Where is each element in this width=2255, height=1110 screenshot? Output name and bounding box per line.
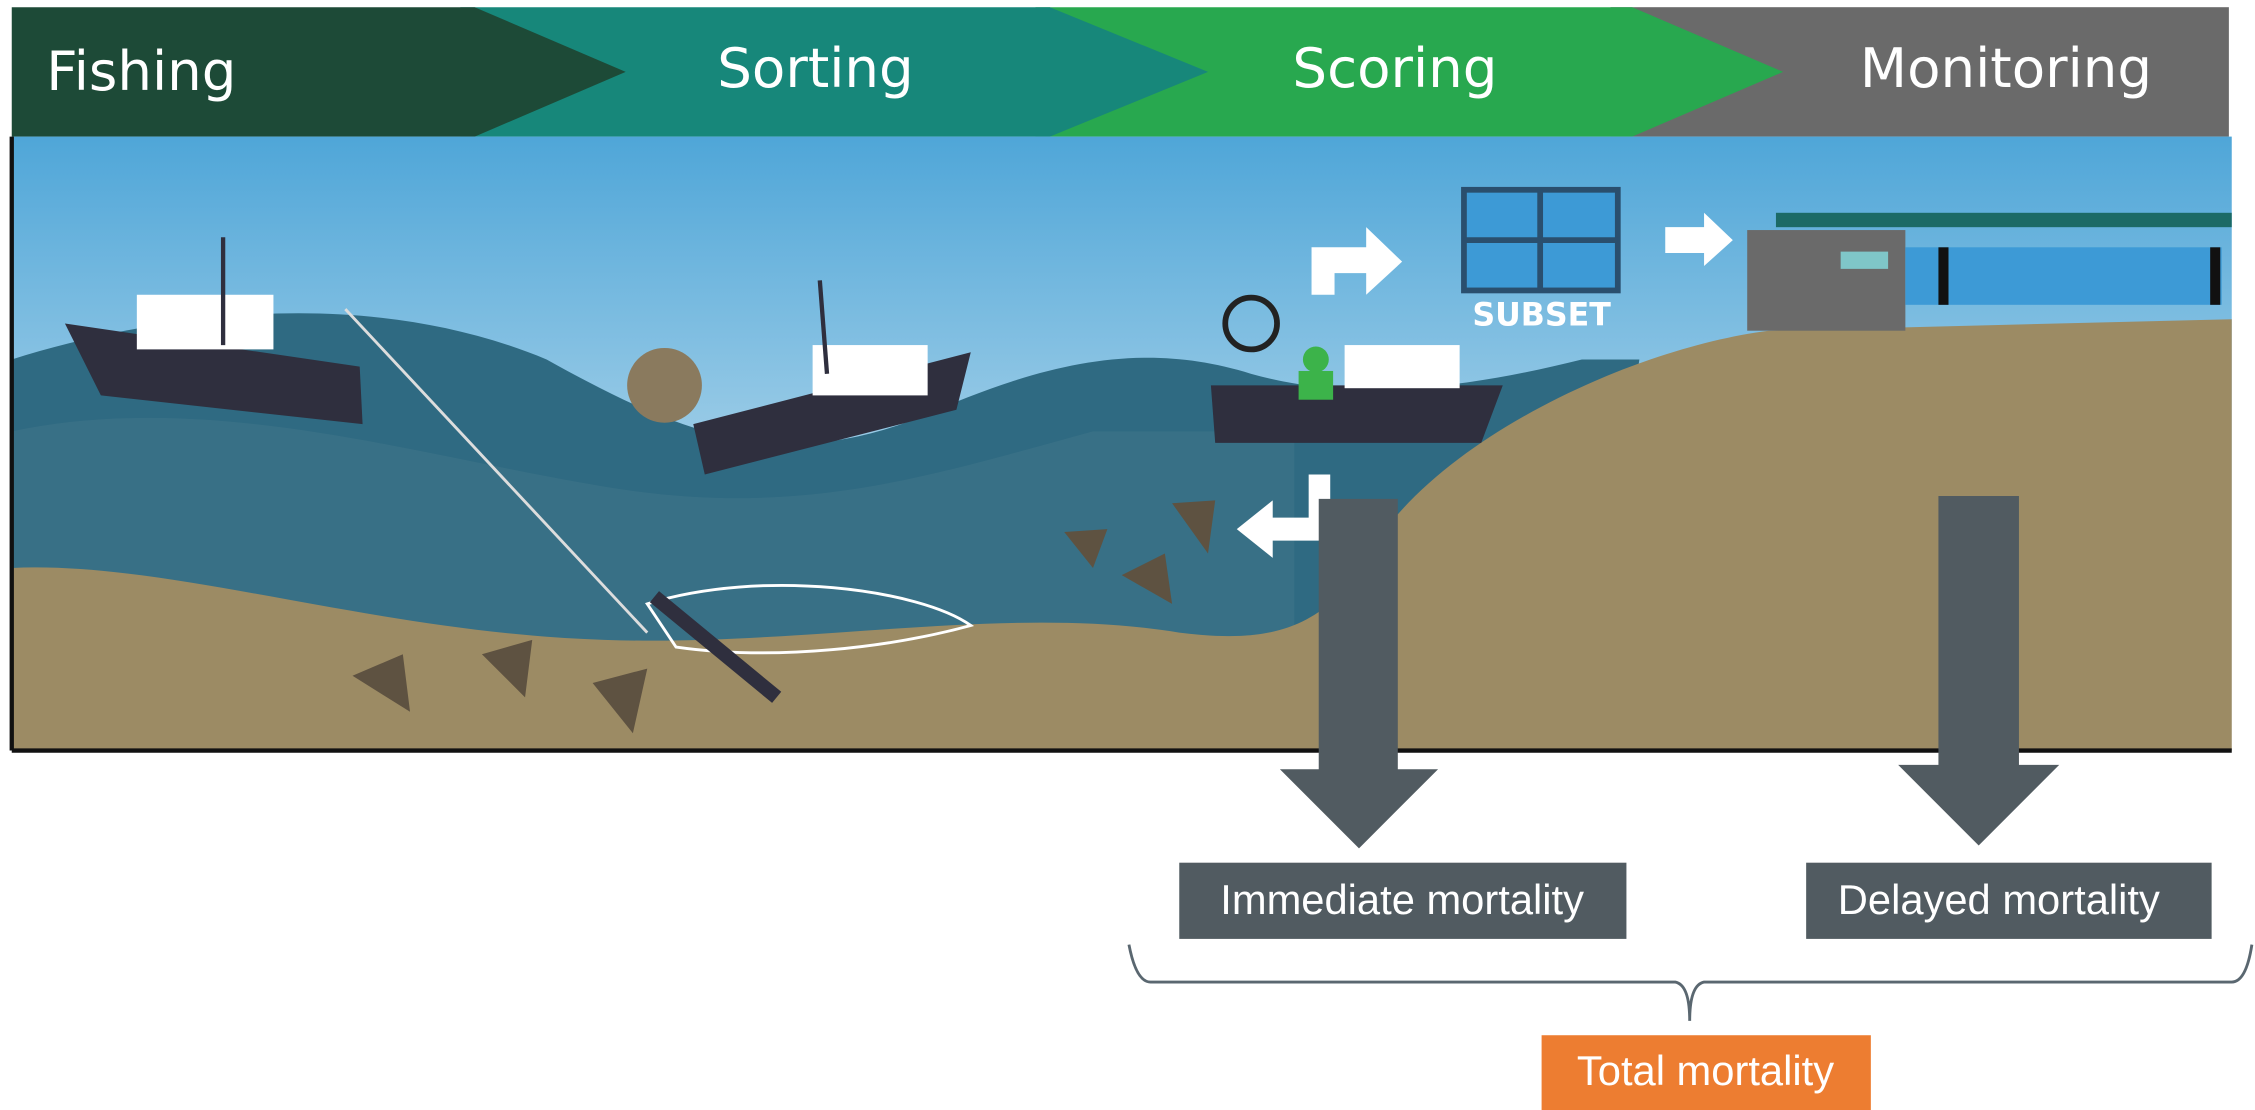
building [1747,230,1905,331]
outcome-label: Immediate mortality [1220,876,1584,923]
tank-wall [2210,247,2220,305]
tank-wall [1938,247,1948,305]
person [1299,371,1334,400]
catch-bag [627,348,702,423]
roof [1776,213,2232,227]
boat-cabin [1345,345,1460,388]
stage-label: Scoring [1292,36,1497,100]
stage-label: Fishing [46,39,236,103]
boat [1211,385,1503,443]
person [1303,347,1329,373]
stage-label: Monitoring [1860,36,2152,100]
total-label: Total mortality [1577,1047,1834,1094]
brace [1129,945,2252,1021]
outcome-label: Delayed mortality [1838,876,2160,923]
boat-cabin [813,345,928,395]
diagram: Fishing Sorting Scoring Monitoring SUBSE… [0,0,2255,1110]
stage-bar: Fishing Sorting Scoring Monitoring [12,7,2229,136]
tank [1905,247,2221,305]
window [1841,252,1888,269]
boat-cabin [137,295,274,350]
subset-label: SUBSET [1472,297,1611,333]
illustration: SUBSET [12,137,2232,751]
stage-label: Sorting [717,36,913,100]
